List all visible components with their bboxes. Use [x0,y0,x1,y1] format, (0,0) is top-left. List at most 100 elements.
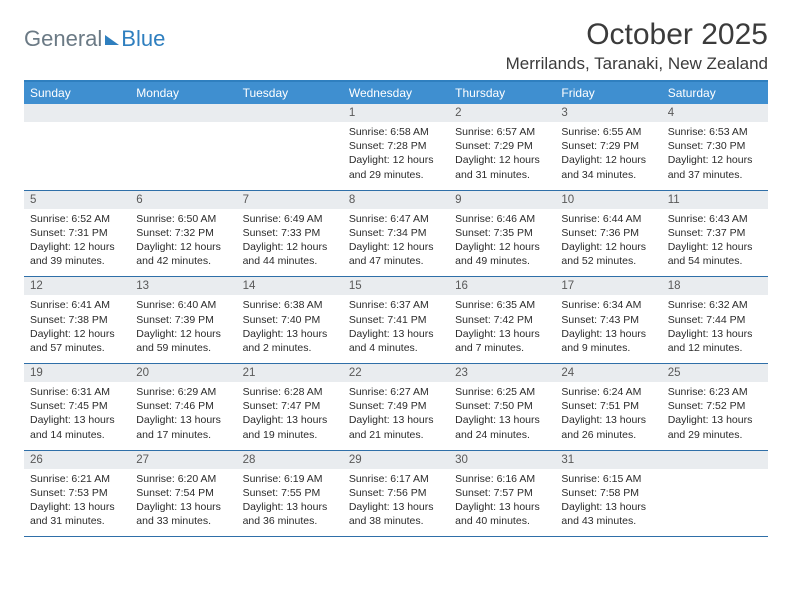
day-cell: Sunrise: 6:49 AMSunset: 7:33 PMDaylight:… [237,209,343,277]
day-sr: Sunrise: 6:27 AM [349,385,443,399]
weekday-label: Sunday [24,82,130,104]
day-number: 10 [555,191,661,209]
day-cell: Sunrise: 6:58 AMSunset: 7:28 PMDaylight:… [343,122,449,190]
day-d1: Daylight: 12 hours [455,153,549,167]
day-d2: and 39 minutes. [30,254,124,268]
day-sr: Sunrise: 6:23 AM [668,385,762,399]
day-cell: Sunrise: 6:28 AMSunset: 7:47 PMDaylight:… [237,382,343,450]
day-ss: Sunset: 7:55 PM [243,486,337,500]
day-ss: Sunset: 7:37 PM [668,226,762,240]
day-cell: Sunrise: 6:20 AMSunset: 7:54 PMDaylight:… [130,469,236,537]
day-ss: Sunset: 7:41 PM [349,313,443,327]
day-cell: Sunrise: 6:52 AMSunset: 7:31 PMDaylight:… [24,209,130,277]
day-ss: Sunset: 7:53 PM [30,486,124,500]
day-d1: Daylight: 13 hours [136,413,230,427]
day-cell [237,122,343,190]
day-cell: Sunrise: 6:27 AMSunset: 7:49 PMDaylight:… [343,382,449,450]
day-d2: and 24 minutes. [455,428,549,442]
day-number: 3 [555,104,661,122]
day-d2: and 29 minutes. [668,428,762,442]
day-d1: Daylight: 13 hours [243,413,337,427]
day-cell: Sunrise: 6:44 AMSunset: 7:36 PMDaylight:… [555,209,661,277]
day-d1: Daylight: 13 hours [243,327,337,341]
day-number: 21 [237,364,343,382]
day-sr: Sunrise: 6:49 AM [243,212,337,226]
day-sr: Sunrise: 6:20 AM [136,472,230,486]
day-d2: and 4 minutes. [349,341,443,355]
day-d1: Daylight: 12 hours [136,327,230,341]
day-ss: Sunset: 7:47 PM [243,399,337,413]
weekday-label: Wednesday [343,82,449,104]
header: General Blue October 2025 Merrilands, Ta… [24,18,768,74]
day-number: 29 [343,451,449,469]
daynum-band: 1234 [24,104,768,122]
day-d2: and 44 minutes. [243,254,337,268]
weekday-label: Tuesday [237,82,343,104]
day-d2: and 29 minutes. [349,168,443,182]
day-cell: Sunrise: 6:24 AMSunset: 7:51 PMDaylight:… [555,382,661,450]
day-cell: Sunrise: 6:57 AMSunset: 7:29 PMDaylight:… [449,122,555,190]
day-d1: Daylight: 13 hours [455,500,549,514]
day-d1: Daylight: 12 hours [561,240,655,254]
day-number: 8 [343,191,449,209]
day-cell: Sunrise: 6:47 AMSunset: 7:34 PMDaylight:… [343,209,449,277]
day-cell: Sunrise: 6:21 AMSunset: 7:53 PMDaylight:… [24,469,130,537]
day-d1: Daylight: 13 hours [668,413,762,427]
day-ss: Sunset: 7:42 PM [455,313,549,327]
weekday-label: Saturday [662,82,768,104]
day-cell: Sunrise: 6:19 AMSunset: 7:55 PMDaylight:… [237,469,343,537]
title-block: October 2025 Merrilands, Taranaki, New Z… [506,18,768,74]
day-d1: Daylight: 13 hours [349,500,443,514]
day-ss: Sunset: 7:31 PM [30,226,124,240]
day-d2: and 9 minutes. [561,341,655,355]
day-ss: Sunset: 7:40 PM [243,313,337,327]
day-ss: Sunset: 7:58 PM [561,486,655,500]
day-number: 16 [449,277,555,295]
day-d1: Daylight: 13 hours [561,500,655,514]
day-cell: Sunrise: 6:15 AMSunset: 7:58 PMDaylight:… [555,469,661,537]
day-cell: Sunrise: 6:25 AMSunset: 7:50 PMDaylight:… [449,382,555,450]
day-d2: and 57 minutes. [30,341,124,355]
day-number: 15 [343,277,449,295]
day-d1: Daylight: 13 hours [136,500,230,514]
day-d2: and 31 minutes. [30,514,124,528]
day-d2: and 37 minutes. [668,168,762,182]
day-sr: Sunrise: 6:46 AM [455,212,549,226]
day-d2: and 14 minutes. [30,428,124,442]
day-d1: Daylight: 13 hours [349,413,443,427]
day-cell: Sunrise: 6:37 AMSunset: 7:41 PMDaylight:… [343,295,449,363]
day-d2: and 33 minutes. [136,514,230,528]
day-number: 9 [449,191,555,209]
day-number: 18 [662,277,768,295]
day-ss: Sunset: 7:49 PM [349,399,443,413]
day-cell: Sunrise: 6:46 AMSunset: 7:35 PMDaylight:… [449,209,555,277]
day-ss: Sunset: 7:34 PM [349,226,443,240]
day-sr: Sunrise: 6:28 AM [243,385,337,399]
day-d1: Daylight: 12 hours [30,240,124,254]
weekday-label: Friday [555,82,661,104]
day-d2: and 21 minutes. [349,428,443,442]
day-sr: Sunrise: 6:37 AM [349,298,443,312]
day-sr: Sunrise: 6:47 AM [349,212,443,226]
day-number: 22 [343,364,449,382]
day-ss: Sunset: 7:33 PM [243,226,337,240]
daynum-band: 12131415161718 [24,277,768,295]
day-cell [662,469,768,537]
day-number: 2 [449,104,555,122]
weekday-header-row: Sunday Monday Tuesday Wednesday Thursday… [24,82,768,104]
day-d2: and 43 minutes. [561,514,655,528]
day-sr: Sunrise: 6:58 AM [349,125,443,139]
day-ss: Sunset: 7:38 PM [30,313,124,327]
brand-triangle-icon [105,35,119,45]
day-d1: Daylight: 12 hours [668,240,762,254]
day-d2: and 17 minutes. [136,428,230,442]
day-sr: Sunrise: 6:17 AM [349,472,443,486]
day-ss: Sunset: 7:35 PM [455,226,549,240]
day-number: 25 [662,364,768,382]
day-number: 14 [237,277,343,295]
day-d2: and 34 minutes. [561,168,655,182]
day-sr: Sunrise: 6:31 AM [30,385,124,399]
day-number: 13 [130,277,236,295]
day-ss: Sunset: 7:29 PM [455,139,549,153]
day-number [130,104,236,122]
